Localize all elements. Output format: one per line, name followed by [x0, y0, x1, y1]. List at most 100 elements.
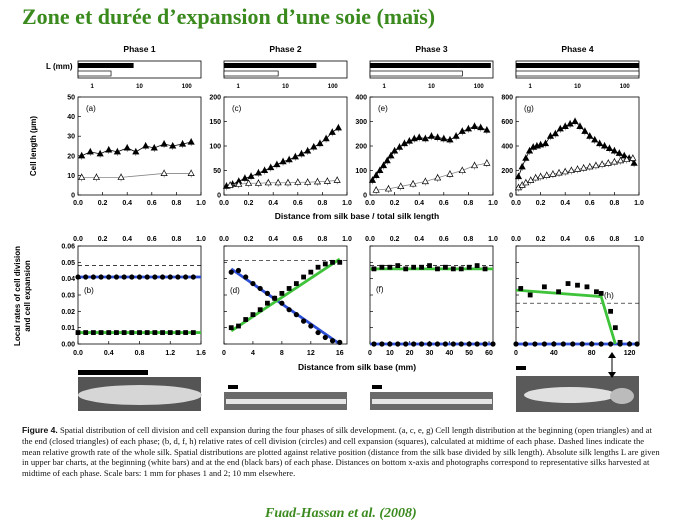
closed-triangle	[132, 147, 140, 155]
open-triangle	[543, 171, 551, 178]
expansion-point	[250, 312, 256, 317]
expansion-point	[236, 323, 241, 329]
expansion-point	[83, 330, 89, 335]
mid-x-tick-label: 0.8	[318, 236, 328, 243]
silk-photographs	[78, 352, 639, 412]
mid-x-tick-label: 1.0	[634, 236, 644, 243]
division-point	[152, 274, 158, 280]
division-point	[106, 274, 112, 280]
mid-x-tick-label: 0.6	[439, 236, 449, 243]
mid-x-tick-label: 0.8	[464, 236, 474, 243]
series-line-end	[372, 125, 487, 181]
expansion-point	[371, 266, 377, 272]
scale-bar	[516, 366, 526, 370]
open-triangle	[532, 173, 540, 181]
expansion-point	[114, 330, 119, 335]
open-triangle	[573, 165, 582, 172]
x-tick-label: 0.0	[73, 350, 83, 357]
x-tick-label: 0.4	[122, 200, 132, 207]
division-point	[482, 341, 488, 347]
x-tick-label: 0.4	[104, 350, 114, 357]
division-point	[90, 274, 96, 280]
division-point	[243, 274, 249, 280]
y-tick-label: 400	[355, 95, 367, 102]
open-triangle	[586, 162, 594, 170]
expansion-point	[228, 325, 234, 331]
panel-letter: (e)	[378, 104, 388, 113]
closed-triangle	[328, 128, 336, 135]
phase-title: Phase 3	[415, 44, 447, 54]
division-point	[371, 341, 377, 347]
closed-triangle	[241, 174, 249, 181]
division-point	[308, 323, 314, 329]
division-point	[634, 341, 640, 347]
mid-x-tick-label: 0.6	[293, 236, 303, 243]
silk-tip-shape	[610, 388, 634, 404]
closed-triangle	[452, 132, 460, 139]
division-point	[329, 338, 336, 344]
expansion-fit-line	[230, 257, 341, 333]
x-tick-label: 8	[280, 350, 284, 357]
x-tick-label: 0.8	[464, 200, 474, 207]
closed-triangle	[254, 169, 263, 176]
y-tick-label: 10	[67, 173, 75, 180]
closed-triangle	[310, 143, 318, 150]
closed-triangle	[551, 129, 559, 137]
expansion-point	[265, 300, 270, 306]
expansion-point	[137, 330, 142, 335]
division-point	[466, 341, 472, 347]
length-bar-charts: L (mm) 1 10 100 1 10 100 1 10 100 1 10 100	[46, 60, 640, 90]
division-point	[379, 341, 385, 347]
closed-triangle	[123, 144, 131, 151]
division-point	[570, 341, 576, 347]
open-triangle	[333, 176, 341, 183]
x-tick-label: 1.2	[165, 350, 175, 357]
open-triangle	[323, 177, 331, 184]
open-triangle	[434, 173, 442, 181]
closed-triangle	[96, 149, 104, 157]
L-tick: 100	[474, 84, 485, 90]
closed-triangle	[105, 145, 113, 153]
division-point	[129, 274, 135, 280]
x-tick-label: 0.4	[560, 200, 570, 207]
scale-bar	[78, 370, 148, 375]
expansion-point	[598, 290, 604, 296]
y-tick-label: 400	[501, 144, 513, 151]
expansion-point	[183, 330, 189, 335]
L-bar-begin	[369, 70, 463, 77]
expansion-point	[450, 266, 456, 272]
mid-x-tick-label: 0.0	[511, 236, 521, 243]
expansion-point	[322, 261, 328, 267]
closed-triangle	[546, 132, 555, 139]
L-tick: 1	[383, 84, 387, 90]
expansion-point	[144, 330, 150, 335]
L-bar-end	[370, 63, 491, 68]
division-point	[279, 300, 285, 306]
x-tick-label: 1.6	[196, 350, 206, 357]
expansion-point	[129, 330, 135, 335]
expansion-point	[584, 284, 590, 290]
mid-x-tick-label: 1.0	[342, 236, 352, 243]
closed-triangle	[434, 133, 442, 140]
closed-triangle	[142, 142, 150, 149]
L-bar-frame	[515, 60, 640, 79]
expansion-point	[286, 286, 292, 291]
expansion-point	[403, 266, 409, 272]
y-tick-label: 40	[67, 114, 75, 121]
open-triangle	[294, 178, 302, 185]
panel-letter: (h)	[604, 291, 614, 300]
panel-d: 0 4 8 12 16 (d)	[222, 245, 348, 357]
expansion-point	[435, 266, 440, 272]
division-point	[579, 341, 585, 347]
division-point	[442, 341, 448, 347]
open-triangle	[527, 176, 535, 183]
cell-length-panels: 0 10 20 30 40 50 0.0 0.2 0.4 0.6 0.8 1.0 (a) 0.0 0.2 0.…	[67, 95, 644, 244]
closed-triangle	[470, 122, 479, 129]
L-tick: 10	[574, 84, 581, 90]
open-triangle	[264, 178, 272, 186]
closed-triangle	[537, 140, 545, 148]
mid-x-tick-label: 0.2	[536, 236, 546, 243]
expansion-point	[308, 269, 314, 275]
y-tick-label: 200	[355, 144, 367, 151]
open-triangle	[384, 184, 393, 192]
